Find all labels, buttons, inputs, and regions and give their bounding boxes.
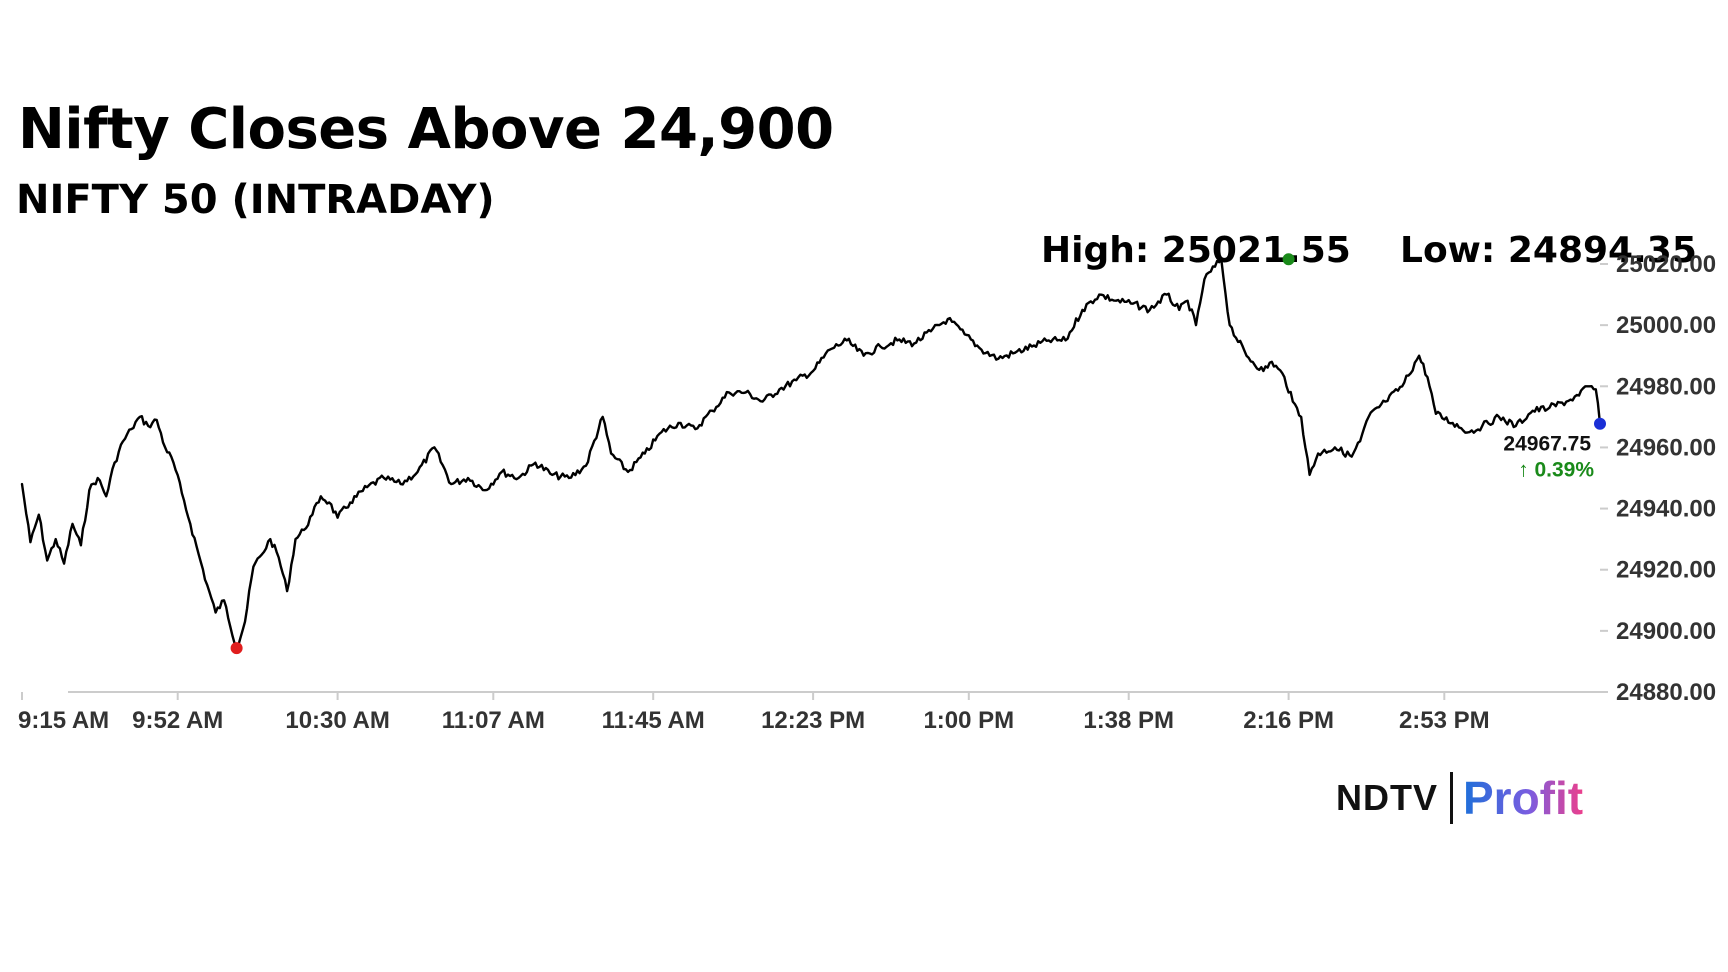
y-tick-label: 24880.00 xyxy=(1616,679,1716,706)
x-axis: 9:15 AM 9:52 AM 10:30 AM 11:07 AM 11:45 AM 12… xyxy=(18,691,1600,734)
y-tick-label: 24920.00 xyxy=(1616,557,1716,584)
x-tick-label: 1:38 PM xyxy=(1083,707,1174,734)
chart-subtitle: NIFTY 50 (INTRADAY) xyxy=(16,177,495,223)
y-axis: 24880.00 24900.00 24920.00 24940.00 24960.00… xyxy=(1600,251,1716,706)
y-tick-label: 24980.00 xyxy=(1616,373,1716,400)
x-tick-label: 9:15 AM xyxy=(18,707,109,734)
x-tick-label: 12:23 PM xyxy=(761,707,865,734)
x-tick-label: 10:30 AM xyxy=(285,707,389,734)
last-marker xyxy=(1594,417,1606,430)
price-line xyxy=(20,258,1602,650)
x-tick-label: 2:53 PM xyxy=(1399,707,1490,734)
high-marker xyxy=(1282,253,1295,266)
logo-profit-text: Profit xyxy=(1463,772,1584,824)
low-label: Low: 24894.35 xyxy=(1400,230,1697,271)
x-tick-label: 9:52 AM xyxy=(132,707,223,734)
x-tick-label: 1:00 PM xyxy=(923,707,1014,734)
y-tick-label: 24900.00 xyxy=(1616,618,1716,645)
chart-title: Nifty Closes Above 24,900 xyxy=(18,97,834,162)
ndtv-profit-logo: NDTV Profit xyxy=(1336,770,1583,826)
y-tick-label: 24940.00 xyxy=(1616,496,1716,523)
y-tick-label: 25020.00 xyxy=(1616,251,1716,278)
y-tick-label: 25000.00 xyxy=(1616,312,1716,339)
logo-separator xyxy=(1450,772,1453,824)
logo-ndtv-text: NDTV xyxy=(1336,777,1438,818)
x-tick-label: 11:07 AM xyxy=(442,707,545,734)
last-price-label: 24967.75 xyxy=(1503,433,1591,456)
x-tick-label: 2:16 PM xyxy=(1243,707,1334,734)
last-change-label: ↑ 0.39% xyxy=(1518,459,1594,482)
low-marker xyxy=(230,642,243,655)
x-tick-label: 11:45 AM xyxy=(602,707,705,734)
y-tick-label: 24960.00 xyxy=(1616,434,1716,461)
high-label: High: 25021.55 xyxy=(1041,230,1351,271)
